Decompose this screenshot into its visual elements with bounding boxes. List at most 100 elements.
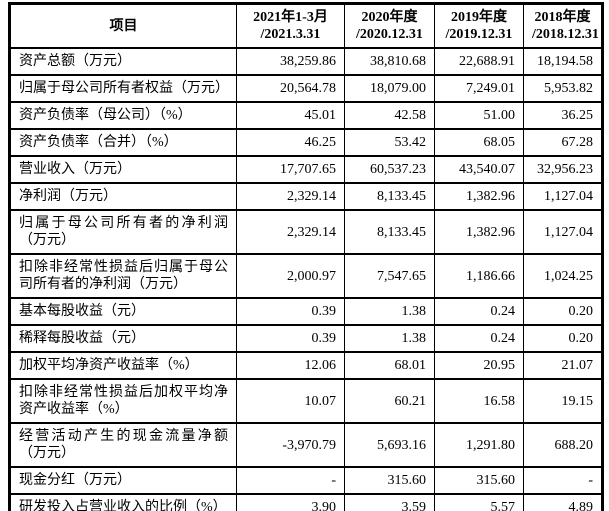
header-row: 项目 2021年1-3月/2021.3.31 2020年度/2020.12.31 20… xyxy=(9,3,603,49)
row-value: 68.05 xyxy=(434,129,524,157)
table-row: 扣除非经常性损益后归属于母公司所有者的净利润（万元） 2,000.97 7,547.… xyxy=(9,254,603,299)
row-value: 1,127.04 xyxy=(523,210,603,255)
table-row: 归属于母公司所有者的净利润（万元） 2,329.14 8,133.45 1,382.9… xyxy=(9,210,603,255)
header-line1: 项目 xyxy=(109,18,138,34)
row-value: 7,547.65 xyxy=(344,254,435,299)
table-header: 项目 2021年1-3月/2021.3.31 2020年度/2020.12.31 20… xyxy=(9,3,603,49)
table-row: 资产负债率（合并）（%） 46.25 53.42 68.05 67.28 xyxy=(9,129,603,157)
row-value: 68.01 xyxy=(344,352,435,380)
table-row: 研发投入占营业收入的比例（%） 3.90 3.59 5.57 4.89 xyxy=(9,494,603,511)
row-value: 60.21 xyxy=(344,379,435,424)
row-value: 20,564.78 xyxy=(236,75,345,103)
table-row: 营业收入（万元） 17,707.65 60,537.23 43,540.07 32,95… xyxy=(9,156,603,184)
table-row: 归属于母公司所有者权益（万元） 20,564.78 18,079.00 7,249.0… xyxy=(9,75,603,103)
header-line2: /2021.3.31 xyxy=(260,27,321,42)
row-value: 53.42 xyxy=(344,129,435,157)
row-label: 加权平均净资产收益率（%） xyxy=(9,352,237,380)
row-value: 18,079.00 xyxy=(344,75,435,103)
row-label: 扣除非经常性损益后归属于母公司所有者的净利润（万元） xyxy=(9,254,237,299)
row-value: 12.06 xyxy=(236,352,345,380)
row-value: 1,291.80 xyxy=(434,423,524,468)
row-value: 2,329.14 xyxy=(236,183,345,211)
row-value: 5,693.16 xyxy=(344,423,435,468)
row-value: 32,956.23 xyxy=(523,156,603,184)
header-line2: /2019.12.31 xyxy=(445,27,513,42)
row-value: 7,249.01 xyxy=(434,75,524,103)
row-value: 46.25 xyxy=(236,129,345,157)
row-value: 1,382.96 xyxy=(434,183,524,211)
row-value: 10.07 xyxy=(236,379,345,424)
row-value: -3,970.79 xyxy=(236,423,345,468)
row-value: 2,000.97 xyxy=(236,254,345,299)
header-line2: /2018.12.31 xyxy=(532,27,599,42)
table-row: 资产总额（万元） 38,259.86 38,810.68 22,688.91 18,19… xyxy=(9,48,603,76)
row-label: 稀释每股收益（元） xyxy=(9,325,237,353)
row-value: 1,024.25 xyxy=(523,254,603,299)
table-row: 稀释每股收益（元） 0.39 1.38 0.24 0.20 xyxy=(9,325,603,353)
row-value: 0.20 xyxy=(523,325,603,353)
row-value: 19.15 xyxy=(523,379,603,424)
table-row: 资产负债率（母公司）（%） 45.01 42.58 51.00 36.25 xyxy=(9,102,603,130)
header-cell-period: 2020年度/2020.12.31 xyxy=(344,3,435,49)
row-value: 8,133.45 xyxy=(344,210,435,255)
financial-indicators-table: 项目 2021年1-3月/2021.3.31 2020年度/2020.12.31 20… xyxy=(8,2,604,511)
row-value: 21.07 xyxy=(523,352,603,380)
row-value: 1.38 xyxy=(344,298,435,326)
table-row: 基本每股收益（元） 0.39 1.38 0.24 0.20 xyxy=(9,298,603,326)
row-value: 5,953.82 xyxy=(523,75,603,103)
row-label: 营业收入（万元） xyxy=(9,156,237,184)
row-value: 18,194.58 xyxy=(523,48,603,76)
row-value: 38,810.68 xyxy=(344,48,435,76)
row-value: - xyxy=(523,467,603,495)
row-value: 0.24 xyxy=(434,325,524,353)
row-value: 1,186.66 xyxy=(434,254,524,299)
row-value: 0.39 xyxy=(236,298,345,326)
table-row: 现金分红（万元） -315.60 315.60- xyxy=(9,467,603,495)
header-cell-period: 2019年度/2019.12.31 xyxy=(434,3,524,49)
header-cell-period: 2021年1-3月/2021.3.31 xyxy=(236,3,345,49)
row-value: 8,133.45 xyxy=(344,183,435,211)
row-value: 688.20 xyxy=(523,423,603,468)
row-label: 扣除非经常性损益后加权平均净资产收益率（%） xyxy=(9,379,237,424)
row-value: 45.01 xyxy=(236,102,345,130)
row-label: 归属于母公司所有者权益（万元） xyxy=(9,75,237,103)
header-line1: 2019年度 xyxy=(451,10,507,25)
row-value: 17,707.65 xyxy=(236,156,345,184)
row-value: 67.28 xyxy=(523,129,603,157)
row-label: 经营活动产生的现金流量净额（万元） xyxy=(9,423,237,468)
row-label: 归属于母公司所有者的净利润（万元） xyxy=(9,210,237,255)
row-value: 42.58 xyxy=(344,102,435,130)
row-value: 36.25 xyxy=(523,102,603,130)
row-label: 资产总额（万元） xyxy=(9,48,237,76)
row-value: 51.00 xyxy=(434,102,524,130)
row-value: 5.57 xyxy=(434,494,524,511)
row-label: 资产负债率（合并）（%） xyxy=(9,129,237,157)
row-value: 315.60 xyxy=(434,467,524,495)
row-value: 22,688.91 xyxy=(434,48,524,76)
row-value: 38,259.86 xyxy=(236,48,345,76)
row-label: 资产负债率（母公司）（%） xyxy=(9,102,237,130)
header-cell-item: 项目 xyxy=(9,3,237,49)
row-label: 净利润（万元） xyxy=(9,183,237,211)
header-line1: 2021年1-3月 xyxy=(253,10,328,25)
table-row: 扣除非经常性损益后加权平均净资产收益率（%） 10.07 60.21 16.58 19.… xyxy=(9,379,603,424)
table-row: 加权平均净资产收益率（%） 12.06 68.01 20.95 21.07 xyxy=(9,352,603,380)
table-body: 资产总额（万元） 38,259.86 38,810.68 22,688.91 18,19… xyxy=(9,48,603,511)
row-value: 4.89 xyxy=(568,500,594,511)
header-line1: 2018年度 xyxy=(534,10,591,25)
row-label: 基本每股收益（元） xyxy=(9,298,237,326)
header-line2: /2020.12.31 xyxy=(356,27,423,42)
row-value: 2,329.14 xyxy=(236,210,345,255)
header-cell-period: 2018年度/2018.12.31 xyxy=(523,3,603,49)
row-value: 1,127.04 xyxy=(523,183,603,211)
row-value: 60,537.23 xyxy=(344,156,435,184)
table-row: 经营活动产生的现金流量净额（万元） -3,970.79 5,693.16 1,291.… xyxy=(9,423,603,468)
row-value: 3.90 xyxy=(236,494,345,511)
row-value: 315.60 xyxy=(344,467,435,495)
row-value: - xyxy=(236,467,345,495)
row-value: 0.24 xyxy=(434,298,524,326)
row-value: 43,540.07 xyxy=(434,156,524,184)
row-value: 16.58 xyxy=(434,379,524,424)
row-value: 1,382.96 xyxy=(434,210,524,255)
